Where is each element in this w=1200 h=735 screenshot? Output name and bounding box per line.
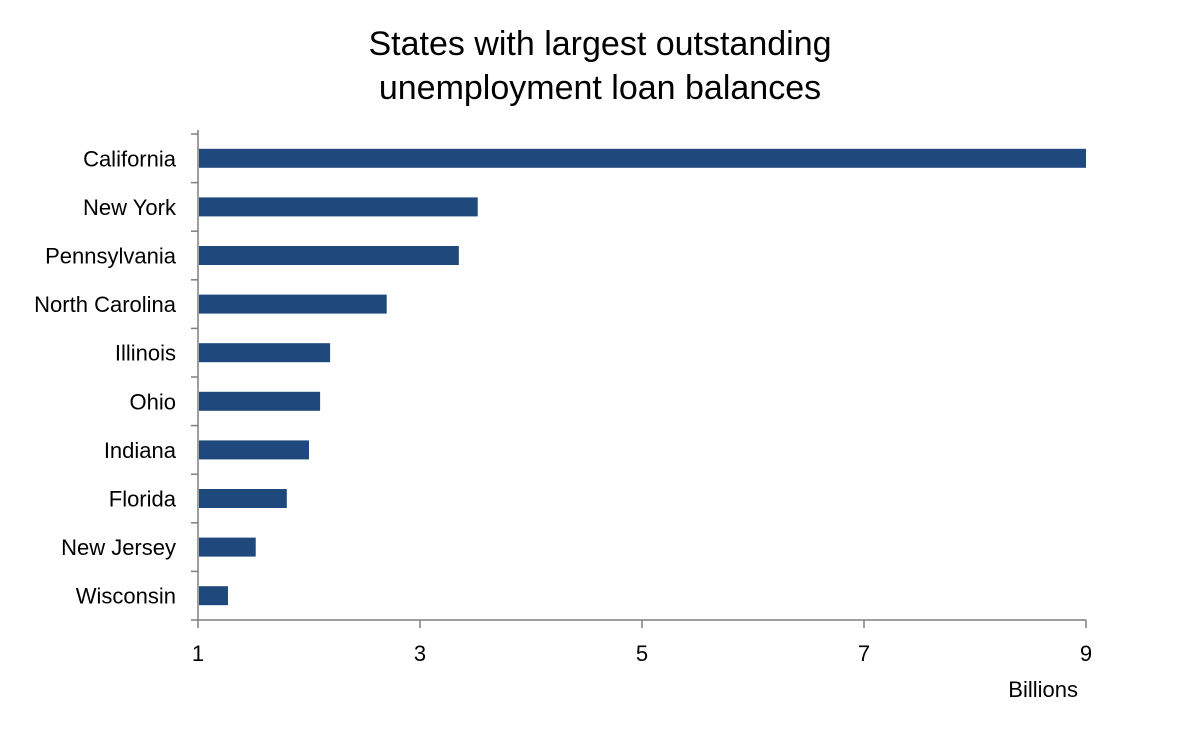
bar-pennsylvania: [199, 246, 459, 265]
x-tick-label: 9: [1080, 641, 1092, 666]
bar-ohio: [199, 391, 321, 411]
bar-california: [199, 148, 1086, 168]
bars: [199, 148, 1086, 606]
bar-new-york: [199, 197, 478, 217]
chart-title-line-1: States with largest outstanding: [368, 25, 832, 63]
category-label: Pennsylvania: [45, 244, 177, 269]
category-label: New Jersey: [61, 535, 176, 560]
x-tick-labels: 1 3 5 7 9: [192, 641, 1092, 666]
bar-illinois: [199, 343, 331, 363]
category-labels: California New York Pennsylvania North Caro…: [34, 146, 177, 608]
category-label: New York: [83, 195, 177, 220]
x-tick-label: 7: [858, 641, 870, 666]
bar-indiana: [199, 440, 309, 460]
axes: [191, 130, 1087, 628]
category-label: North Carolina: [34, 292, 177, 317]
x-tick-label: 5: [636, 641, 648, 666]
chart-title: States with largest outstanding unemploy…: [0, 22, 1200, 110]
bar-florida: [199, 489, 287, 508]
category-label: Indiana: [104, 438, 177, 463]
category-label: Ohio: [130, 389, 176, 414]
x-tick-label: 1: [192, 641, 204, 666]
bar-new-jersey: [199, 537, 256, 557]
x-tick-label: 3: [414, 641, 426, 666]
chart-title-line-2: unemployment loan balances: [378, 69, 822, 107]
category-label: Illinois: [115, 341, 176, 366]
bar-wisconsin: [199, 586, 228, 606]
x-axis-unit-label: Billions: [1008, 677, 1078, 702]
category-label: Florida: [109, 487, 177, 512]
category-label: Wisconsin: [76, 584, 176, 609]
category-label: California: [83, 146, 177, 171]
bar-north-carolina: [199, 294, 387, 314]
